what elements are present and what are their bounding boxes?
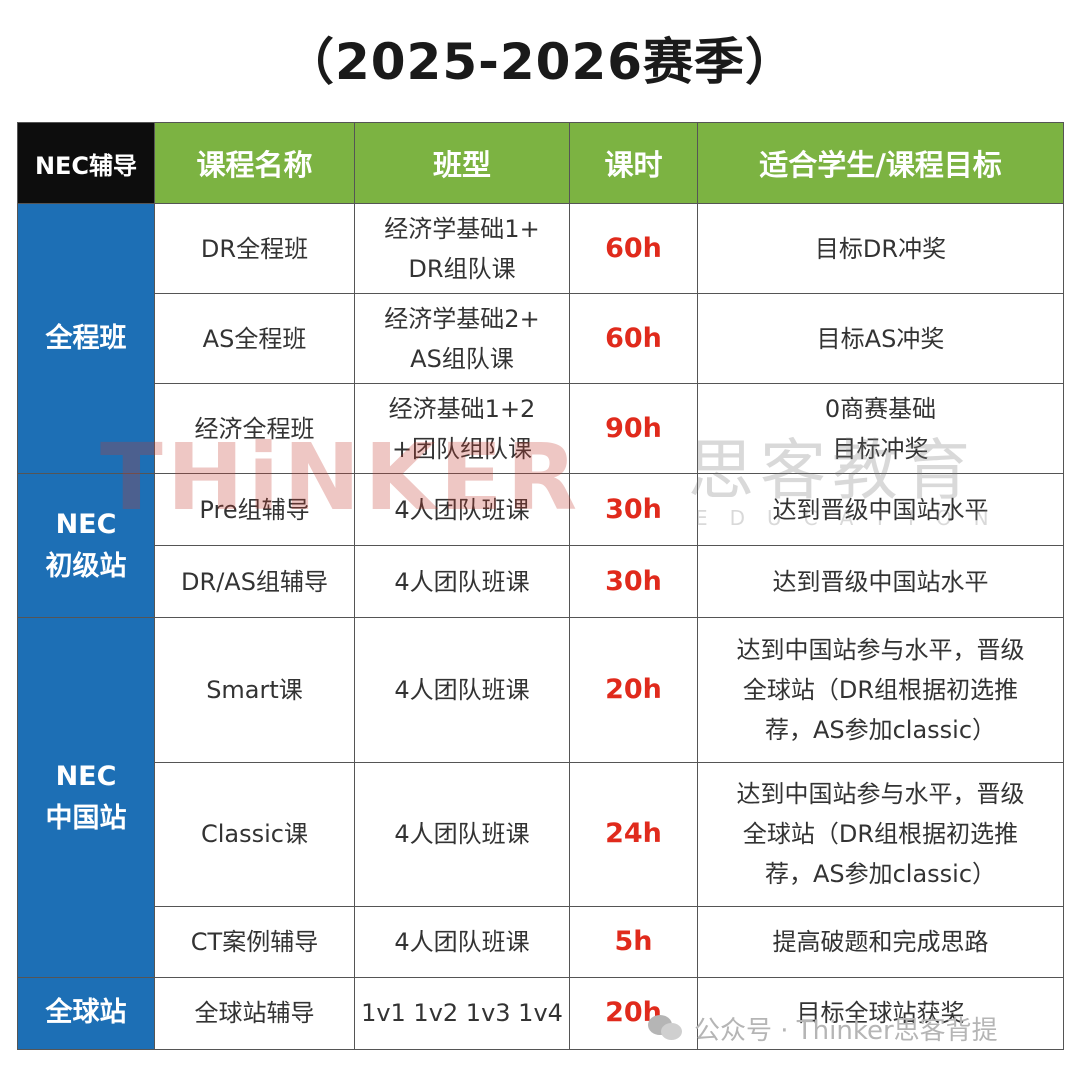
class-type: 4人团队班课 — [354, 905, 570, 978]
target: 提高破题和完成思路 — [697, 905, 1064, 978]
table-row: CT案例辅导 4人团队班课 5h 提高破题和完成思路 — [18, 905, 1064, 978]
class-type: 经济学基础2+ AS组队课 — [354, 293, 570, 385]
class-type: 4人团队班课 — [354, 545, 570, 619]
target: 达到中国站参与水平，晋级 全球站（DR组根据初选推 荐，AS参加classic） — [697, 761, 1064, 907]
group-nec-junior: NEC 初级站 — [17, 473, 155, 619]
course-table: NEC辅导 课程名称 班型 课时 适合学生/课程目标 全程班 DR全程班 经济学… — [17, 122, 1064, 1051]
table-row: NEC 中国站 Smart课 4人团队班课 20h 达到中国站参与水平，晋级 全… — [17, 617, 1064, 978]
header-nec-tutoring: NEC辅导 — [17, 122, 155, 204]
hours: 90h — [569, 383, 698, 475]
group-nec-china: NEC 中国站 — [17, 617, 155, 978]
table-row: NEC 初级站 Pre组辅导 4人团队班课 30h 达到晋级中国站水平 — [17, 473, 1064, 619]
course-name: AS全程班 — [154, 293, 355, 385]
class-type: 经济学基础1+ DR组队课 — [354, 202, 570, 295]
hours: 30h — [569, 545, 698, 619]
group-global: 全球站 — [17, 976, 155, 1051]
table-row: Classic课 4人团队班课 24h 达到中国站参与水平，晋级 全球站（DR组… — [18, 761, 1064, 907]
course-name: DR全程班 — [154, 202, 355, 295]
table-row: 全程班 DR全程班 经济学基础1+ DR组队课 60h 目标DR冲奖 — [17, 202, 1064, 475]
hours: 5h — [569, 905, 698, 978]
hours: 24h — [569, 761, 698, 907]
table-row: 经济全程班 经济基础1+2 +团队组队课 90h 0商赛基础 目标冲奖 — [18, 383, 1064, 475]
group-full-course: 全程班 — [17, 202, 155, 475]
class-type: 经济基础1+2 +团队组队课 — [354, 383, 570, 475]
course-name: Pre组辅导 — [154, 473, 355, 547]
header-course-name: 课程名称 — [154, 122, 355, 204]
header-target: 适合学生/课程目标 — [697, 122, 1064, 204]
header-hours: 课时 — [569, 122, 698, 204]
hours: 60h — [569, 202, 698, 295]
class-type: 4人团队班课 — [354, 761, 570, 907]
hours: 20h — [569, 976, 698, 1051]
target: 目标AS冲奖 — [697, 293, 1064, 385]
table-row: DR/AS组辅导 4人团队班课 30h 达到晋级中国站水平 — [18, 545, 1064, 619]
target: 达到晋级中国站水平 — [697, 545, 1064, 619]
course-name: DR/AS组辅导 — [154, 545, 355, 619]
target: 目标DR冲奖 — [697, 202, 1064, 295]
table-row: 全球站 全球站辅导 1v1 1v2 1v3 1v4 20h 目标全球站获奖 — [17, 976, 1064, 1051]
target: 0商赛基础 目标冲奖 — [697, 383, 1064, 475]
class-type: 1v1 1v2 1v3 1v4 — [354, 976, 570, 1051]
header-class-type: 班型 — [354, 122, 570, 204]
page-title: （2025-2026赛季） — [283, 33, 797, 91]
course-name: Classic课 — [154, 761, 355, 907]
target: 达到中国站参与水平，晋级 全球站（DR组根据初选推 荐，AS参加classic） — [697, 617, 1064, 763]
header-row: NEC辅导 课程名称 班型 课时 适合学生/课程目标 — [17, 122, 1064, 204]
course-name: 全球站辅导 — [154, 976, 355, 1051]
class-type: 4人团队班课 — [354, 617, 570, 763]
target: 达到晋级中国站水平 — [697, 473, 1064, 547]
class-type: 4人团队班课 — [354, 473, 570, 547]
course-name: CT案例辅导 — [154, 905, 355, 978]
target: 目标全球站获奖 — [697, 976, 1064, 1051]
table-row: AS全程班 经济学基础2+ AS组队课 60h 目标AS冲奖 — [18, 293, 1064, 385]
hours: 30h — [569, 473, 698, 547]
hours: 20h — [569, 617, 698, 763]
hours: 60h — [569, 293, 698, 385]
course-name: Smart课 — [154, 617, 355, 763]
course-name: 经济全程班 — [154, 383, 355, 475]
